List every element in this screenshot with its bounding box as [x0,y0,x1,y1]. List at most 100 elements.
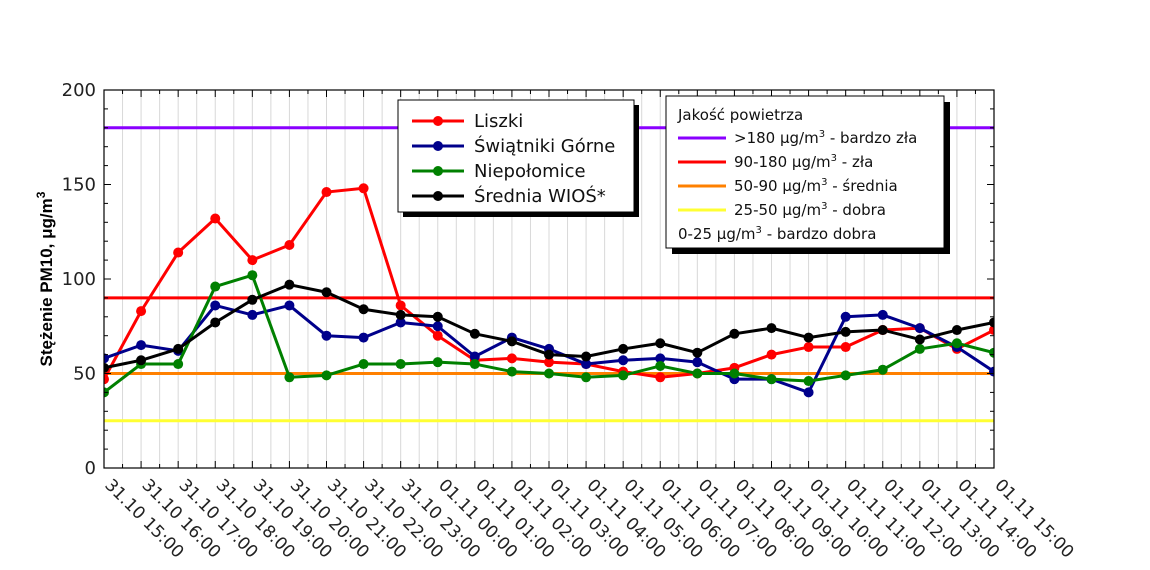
data-point [284,372,295,383]
data-point [395,359,406,370]
quality-legend-label: 0-25 μg/m3 - bardzo dobra [678,225,876,243]
series-legend: Liszki Świątniki Górne Niepołomice Średnia … [397,99,639,217]
data-point [840,370,851,381]
quality-legend-box [665,95,945,249]
data-point [358,304,369,315]
data-point [432,321,443,332]
data-point [840,342,851,353]
data-point [506,336,517,347]
legend-swatch-marker [433,166,443,176]
data-point [210,300,221,311]
quality-legend-label: 50-90 μg/m3 - średnia [734,177,898,195]
series-2 [104,270,994,398]
data-point [692,347,703,358]
vertical-grid [122,90,976,468]
data-point [284,279,295,290]
data-point [618,343,629,354]
legend-swatch-marker [433,116,443,126]
data-point [581,372,592,383]
data-point [173,359,184,370]
data-point [877,325,888,336]
data-point [914,323,925,334]
data-point [247,294,258,305]
y-tick-label: 50 [73,364,96,385]
data-point [469,359,480,370]
data-point [581,351,592,362]
data-point [840,326,851,337]
data-point [989,366,994,377]
data-point [506,366,517,377]
data-point [469,328,480,339]
data-point [136,306,147,317]
y-tick-labels: 0 50 100 150 200 [62,80,96,479]
data-point [803,376,814,387]
y-tick-label: 0 [85,458,96,479]
data-point [321,330,332,341]
data-point [581,359,592,370]
quality-legend-label: 90-180 μg/m3 - zła [734,153,873,171]
data-point [618,355,629,366]
data-point [469,351,480,362]
y-tick-label: 200 [62,80,96,101]
data-point [914,343,925,354]
data-point [877,364,888,375]
legend-swatch-marker [433,141,443,151]
data-point [104,374,109,385]
data-point [210,213,221,224]
data-point [618,370,629,381]
legend-label: Niepołomice [474,161,586,182]
data-point [284,300,295,311]
data-point [655,360,666,371]
data-point [136,355,147,366]
data-point [395,317,406,328]
data-point [803,342,814,353]
data-point [840,311,851,322]
y-tick-label: 150 [62,175,96,196]
data-point [432,357,443,368]
data-point [506,353,517,364]
data-point [951,338,962,349]
data-point [766,374,777,385]
data-point [544,349,554,360]
data-point [321,287,332,298]
quality-legend-title: Jakość powietrza [677,106,803,124]
data-point [247,255,258,266]
data-point [210,281,221,292]
data-point [766,323,777,334]
data-point [136,340,147,351]
data-point [692,357,703,368]
data-point [173,247,184,258]
y-tick-label: 100 [62,269,96,290]
legend-label: Średnia WIOŚ* [474,185,606,207]
series-lines [104,183,994,398]
y-axis-label: Stężenie PM10, μg/m3 [34,191,56,366]
data-point [877,309,888,320]
data-point [989,317,994,328]
data-point [358,332,369,343]
data-point [358,183,369,194]
quality-legend-label: >180 μg/m3 - bardzo zła [734,129,917,147]
data-point [284,239,295,250]
legend-label: Świątniki Górne [474,135,615,157]
data-point [395,309,406,320]
data-point [989,347,994,358]
data-point [104,353,109,364]
data-point [914,334,925,345]
data-point [544,357,554,368]
data-point [729,368,740,379]
data-point [432,311,443,322]
data-point [247,309,258,320]
data-point [544,368,554,379]
data-point [766,349,777,360]
legend-label: Liszki [474,111,523,132]
data-point [655,372,666,383]
data-point [692,368,703,379]
data-point [729,328,740,339]
data-point [803,387,814,398]
data-point [210,317,221,328]
data-point [989,325,994,336]
data-point [655,353,666,364]
quality-legend-label: 25-50 μg/m3 - dobra [734,201,886,219]
